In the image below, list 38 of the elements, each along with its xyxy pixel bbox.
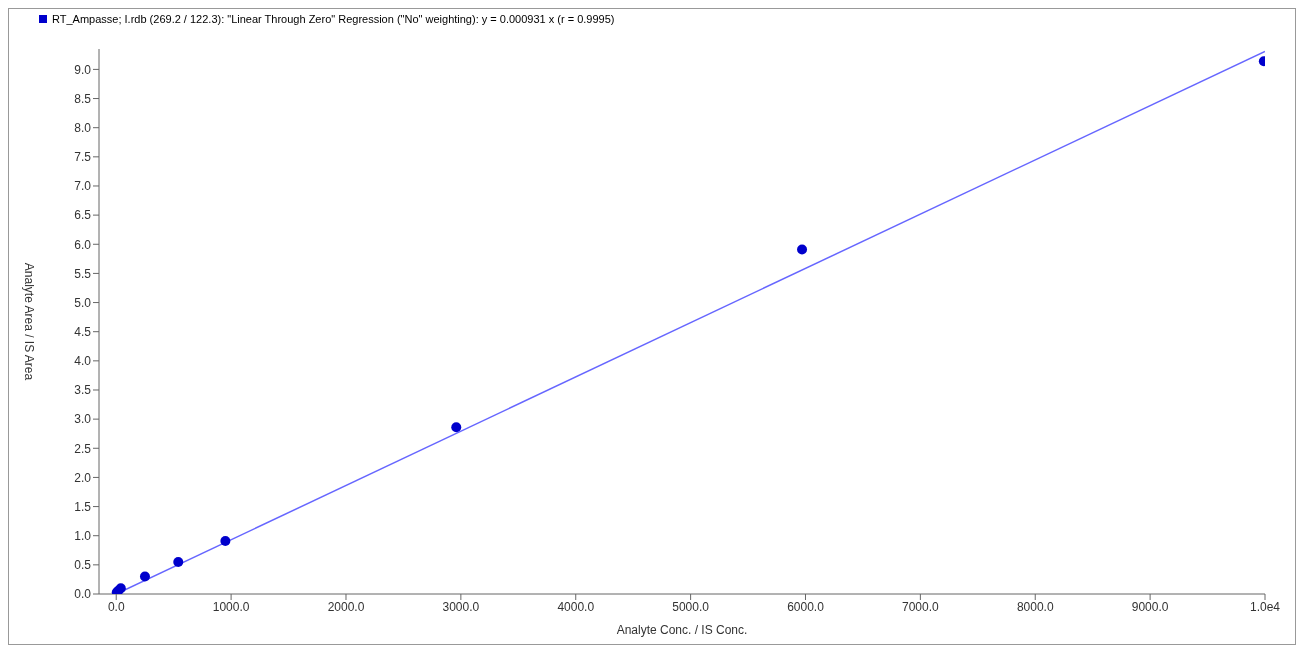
x-tick-label: 0.0 [107, 599, 125, 614]
y-tick-label: 3.0 [74, 412, 92, 427]
y-tick-label: 1.0 [74, 528, 92, 543]
y-tick-label: 3.5 [74, 383, 92, 398]
legend-label: RT_Ampasse; I.rdb (269.2 / 122.3): "Linear Through Zero" Regression ("No" weighting): y = 0.000931 x (r = 0.9995) [52, 13, 615, 25]
y-tick-label: 7.0 [74, 179, 92, 194]
point [173, 556, 184, 567]
x-tick-label: 2000.0 [327, 599, 365, 614]
y-tick-label: 5.5 [74, 266, 92, 281]
x-tick-label: 6000.0 [787, 599, 825, 614]
point [797, 244, 808, 255]
y-tick-label: 1.5 [74, 499, 92, 514]
y-tick-label: 0.5 [74, 558, 92, 573]
x-tick-label: 5000.0 [672, 599, 710, 614]
y-axis-title: Analyte Area / IS Area [21, 262, 36, 381]
point [451, 422, 462, 433]
point [139, 571, 150, 582]
x-tick-label: 4000.0 [557, 599, 595, 614]
x-tick-label: 3000.0 [442, 599, 480, 614]
y-tick-label: 6.5 [74, 208, 92, 223]
y-tick-label: 4.0 [74, 354, 92, 369]
y-tick-label: 7.5 [74, 150, 92, 165]
y-tick-label: 2.5 [74, 441, 92, 456]
x-tick-label: 1.0e4 [1249, 599, 1281, 614]
y-tick-label: 8.5 [74, 91, 92, 106]
x-tick-label: 7000.0 [902, 599, 940, 614]
y-tick-label: 0.0 [74, 587, 92, 602]
y-tick-label: 4.5 [74, 324, 92, 339]
x-axis-title: Analyte Conc. / IS Conc. [616, 623, 748, 637]
y-tick-label: 6.0 [74, 237, 92, 252]
x-tick-label: 9000.0 [1131, 599, 1169, 614]
x-tick-label: 8000.0 [1016, 599, 1054, 614]
y-tick-label: 8.0 [74, 120, 92, 135]
y-tick-label: 9.0 [74, 62, 92, 77]
y-tick-label: 2.0 [74, 470, 92, 485]
x-tick-label: 1000.0 [212, 599, 250, 614]
point [220, 535, 231, 546]
y-tick-label: 5.0 [74, 295, 92, 310]
